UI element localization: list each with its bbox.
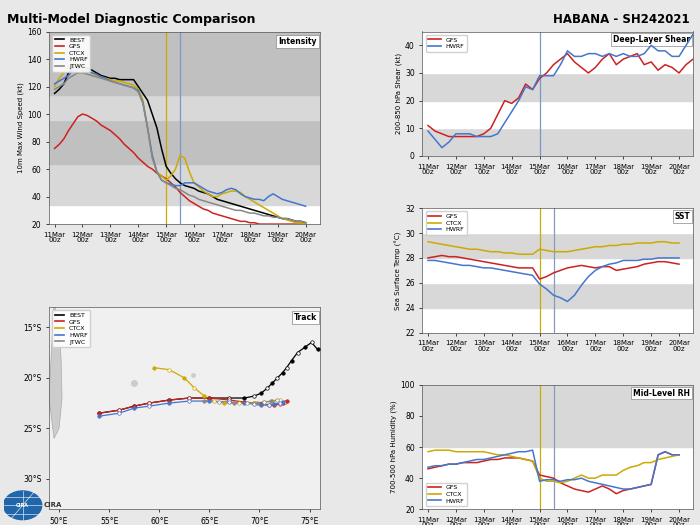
Legend: GFS, HWRF: GFS, HWRF xyxy=(426,35,467,51)
Legend: BEST, GFS, CTCX, HWRF, JTWC: BEST, GFS, CTCX, HWRF, JTWC xyxy=(52,35,90,71)
Text: Multi-Model Diagnostic Comparison: Multi-Model Diagnostic Comparison xyxy=(7,13,256,26)
Legend: BEST, GFS, CTCX, HWRF, JTWC: BEST, GFS, CTCX, HWRF, JTWC xyxy=(52,310,90,347)
Bar xyxy=(422,283,693,308)
Bar xyxy=(49,165,320,205)
Bar xyxy=(49,96,320,120)
Bar xyxy=(422,308,693,332)
Text: Mid-Level RH: Mid-Level RH xyxy=(634,388,690,397)
Text: HABANA - SH242021: HABANA - SH242021 xyxy=(553,13,690,26)
Text: Track: Track xyxy=(293,313,317,322)
Text: CIRA: CIRA xyxy=(16,503,29,508)
Legend: GFS, CTCX, HWRF: GFS, CTCX, HWRF xyxy=(426,482,467,506)
Polygon shape xyxy=(49,302,62,438)
Text: Intensity: Intensity xyxy=(279,37,317,46)
Bar xyxy=(49,121,320,164)
Bar xyxy=(422,385,693,447)
Bar xyxy=(422,258,693,283)
Bar xyxy=(422,73,693,101)
Text: SST: SST xyxy=(675,212,690,221)
Text: Deep-Layer Shear: Deep-Layer Shear xyxy=(613,35,690,44)
Bar xyxy=(422,208,693,233)
Bar xyxy=(422,233,693,258)
Legend: GFS, CTCX, HWRF: GFS, CTCX, HWRF xyxy=(426,211,467,235)
Y-axis label: Sea Surface Temp (°C): Sea Surface Temp (°C) xyxy=(395,231,402,310)
Y-axis label: 700-500 hPa Humidity (%): 700-500 hPa Humidity (%) xyxy=(391,401,398,493)
Y-axis label: 10m Max Wind Speed (kt): 10m Max Wind Speed (kt) xyxy=(18,82,24,173)
Bar xyxy=(422,128,693,156)
Y-axis label: 200-850 hPa Shear (kt): 200-850 hPa Shear (kt) xyxy=(395,53,402,134)
Bar xyxy=(422,447,693,509)
Bar xyxy=(422,32,693,73)
Circle shape xyxy=(4,491,42,520)
Bar xyxy=(49,32,320,95)
Bar xyxy=(422,101,693,128)
Text: CIRA: CIRA xyxy=(43,502,62,508)
